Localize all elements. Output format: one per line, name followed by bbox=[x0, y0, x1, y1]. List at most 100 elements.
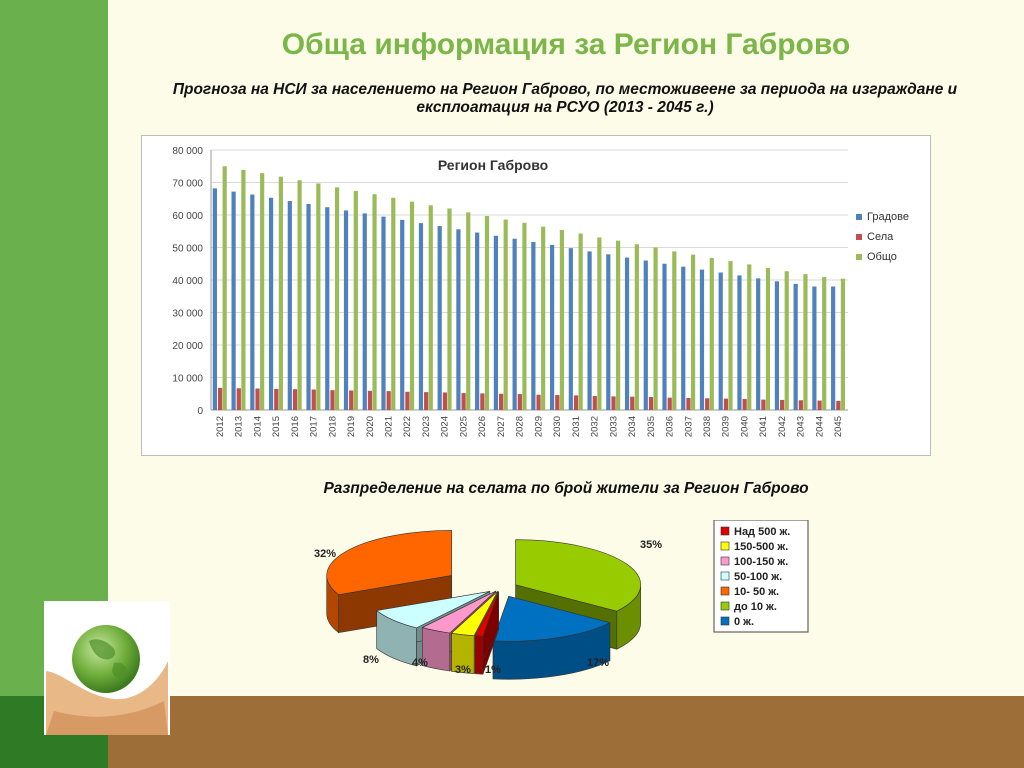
pie-legend-swatch bbox=[720, 556, 730, 566]
x-tick-label: 2023 bbox=[421, 416, 432, 437]
bar-Градове-2029 bbox=[531, 241, 536, 410]
bar-Градове-2019 bbox=[343, 210, 349, 410]
bar-Села-2038 bbox=[705, 398, 710, 410]
pie-legend-label: 10- 50 ж. bbox=[734, 586, 779, 598]
bar-Общо-2041 bbox=[765, 267, 771, 410]
x-tick-label: 2021 bbox=[384, 416, 395, 437]
x-tick-label: 2045 bbox=[833, 416, 844, 437]
x-tick-label: 2019 bbox=[346, 416, 357, 437]
bar-Общо-2014 bbox=[260, 173, 265, 410]
bar-Общо-2028 bbox=[522, 222, 527, 410]
bar-Общо-2039 bbox=[728, 261, 733, 410]
bar-Села-2025 bbox=[461, 393, 466, 410]
bar-Общо-2022 bbox=[409, 201, 415, 410]
pie-legend-label: 100-150 ж. bbox=[734, 556, 788, 568]
bar-Села-2039 bbox=[723, 398, 729, 410]
x-tick-label: 2015 bbox=[271, 416, 282, 437]
x-tick-label: 2033 bbox=[608, 416, 619, 437]
y-tick-label: 50 000 bbox=[172, 244, 203, 255]
x-tick-label: 2037 bbox=[683, 416, 694, 437]
bar-Общо-2024 bbox=[447, 208, 452, 410]
legend-label: Села bbox=[867, 231, 894, 243]
legend-swatch bbox=[856, 234, 862, 240]
bar-Села-2045 bbox=[836, 400, 841, 410]
pie-legend-label: 50-100 ж. bbox=[734, 571, 782, 583]
x-tick-label: 2040 bbox=[739, 416, 750, 437]
pie-percent-label: 32% bbox=[314, 548, 336, 560]
pie-legend-swatch bbox=[720, 601, 730, 611]
pie-legend: Над 500 ж. 150-500 ж. 100-150 ж. 50-100 ж. 1… bbox=[713, 520, 809, 633]
x-tick-label: 2043 bbox=[796, 416, 807, 437]
bar-Градове-2033 bbox=[606, 254, 611, 410]
bar-Села-2028 bbox=[517, 394, 522, 410]
y-tick-label: 20 000 bbox=[172, 341, 203, 352]
pie-chart-svg: 35% 17% 1% 3% 4% 8% 32% Над 500 ж. 150-500 ж. 100… bbox=[314, 520, 809, 680]
bar-Градове-2021 bbox=[381, 216, 386, 410]
bar-Села-2032 bbox=[592, 396, 597, 410]
bar-Градове-2024 bbox=[437, 226, 442, 410]
bar-chart: 0 10 000 20 000 30 000 40 000 50 000 60 000 70 … bbox=[141, 135, 931, 456]
bar-Села-2019 bbox=[349, 390, 354, 410]
bar-Села-2042 bbox=[780, 399, 785, 410]
bar-Общо-2043 bbox=[803, 274, 808, 410]
bar-Градове-2037 bbox=[681, 266, 686, 410]
legend-label: Градове bbox=[867, 211, 909, 223]
pie-percent-label: 35% bbox=[640, 539, 662, 551]
x-tick-label: 2020 bbox=[365, 416, 376, 437]
pie-chart-caption: Разпределение на селата по брой жители з… bbox=[323, 480, 809, 497]
pie-chart: 35% 17% 1% 3% 4% 8% 32% Над 500 ж. 150-500 ж. 100… bbox=[300, 520, 820, 690]
bar-Села-2027 bbox=[498, 393, 504, 410]
bar-Общо-2044 bbox=[822, 277, 827, 410]
bar-Села-2040 bbox=[742, 398, 747, 410]
bar-Общо-2035 bbox=[653, 247, 658, 410]
bar-Села-2021 bbox=[386, 391, 391, 410]
bar-Градове-2040 bbox=[737, 275, 742, 410]
legend-label: Общо bbox=[867, 251, 897, 263]
bottom-decor-band bbox=[108, 696, 1024, 768]
x-tick-label: 2039 bbox=[721, 416, 732, 437]
bar-Общо-2023 bbox=[428, 205, 433, 410]
bar-Градове-2016 bbox=[287, 201, 292, 410]
bar-Общо-2033 bbox=[616, 240, 621, 410]
bar-Села-2043 bbox=[798, 400, 803, 410]
x-tick-label: 2016 bbox=[290, 416, 301, 437]
pie-legend-swatch bbox=[720, 526, 730, 536]
bar-Градове-2034 bbox=[624, 257, 630, 410]
bar-Градове-2035 bbox=[643, 260, 648, 410]
x-tick-label: 2025 bbox=[458, 416, 469, 437]
pie-legend-swatch bbox=[720, 586, 730, 596]
bar-Градове-2036 bbox=[662, 263, 667, 410]
bar-Градове-2043 bbox=[793, 283, 798, 410]
x-tick-label: 2041 bbox=[758, 416, 769, 437]
legend-swatch bbox=[856, 254, 862, 260]
bar-Села-2041 bbox=[761, 399, 766, 410]
pie-percent-label: 17% bbox=[587, 657, 609, 669]
bar-Градове-2013 bbox=[231, 191, 236, 410]
bar-Градове-2020 bbox=[362, 213, 367, 410]
pie-legend-swatch bbox=[720, 571, 730, 581]
pie-percent-label: 1% bbox=[485, 664, 501, 676]
bar-Общо-2036 bbox=[672, 251, 677, 410]
bar-Общо-2018 bbox=[334, 187, 340, 410]
pie-percent-label: 3% bbox=[455, 664, 471, 676]
pie-percent-label: 8% bbox=[363, 654, 379, 666]
bar-Общо-2037 bbox=[690, 254, 696, 410]
x-tick-label: 2018 bbox=[327, 416, 338, 437]
bar-Градове-2045 bbox=[831, 286, 836, 410]
bar-Общо-2013 bbox=[241, 169, 246, 410]
bar-Градове-2038 bbox=[699, 269, 705, 410]
bar-Села-2029 bbox=[536, 394, 541, 410]
x-tick-label: 2022 bbox=[402, 416, 413, 437]
x-tick-label: 2031 bbox=[571, 416, 582, 437]
y-tick-label: 70 000 bbox=[172, 179, 203, 190]
x-tick-label: 2036 bbox=[665, 416, 676, 437]
bar-Общо-2029 bbox=[541, 226, 546, 410]
bar-Градове-2012 bbox=[212, 188, 217, 410]
pie-percent-label: 4% bbox=[412, 657, 428, 669]
bar-Села-2031 bbox=[573, 395, 579, 410]
x-tick-label: 2012 bbox=[215, 416, 226, 437]
bar-Общо-2042 bbox=[784, 271, 789, 410]
y-tick-label: 10 000 bbox=[172, 374, 203, 385]
globe-in-hands-image bbox=[44, 601, 170, 735]
x-tick-label: 2042 bbox=[777, 416, 788, 437]
